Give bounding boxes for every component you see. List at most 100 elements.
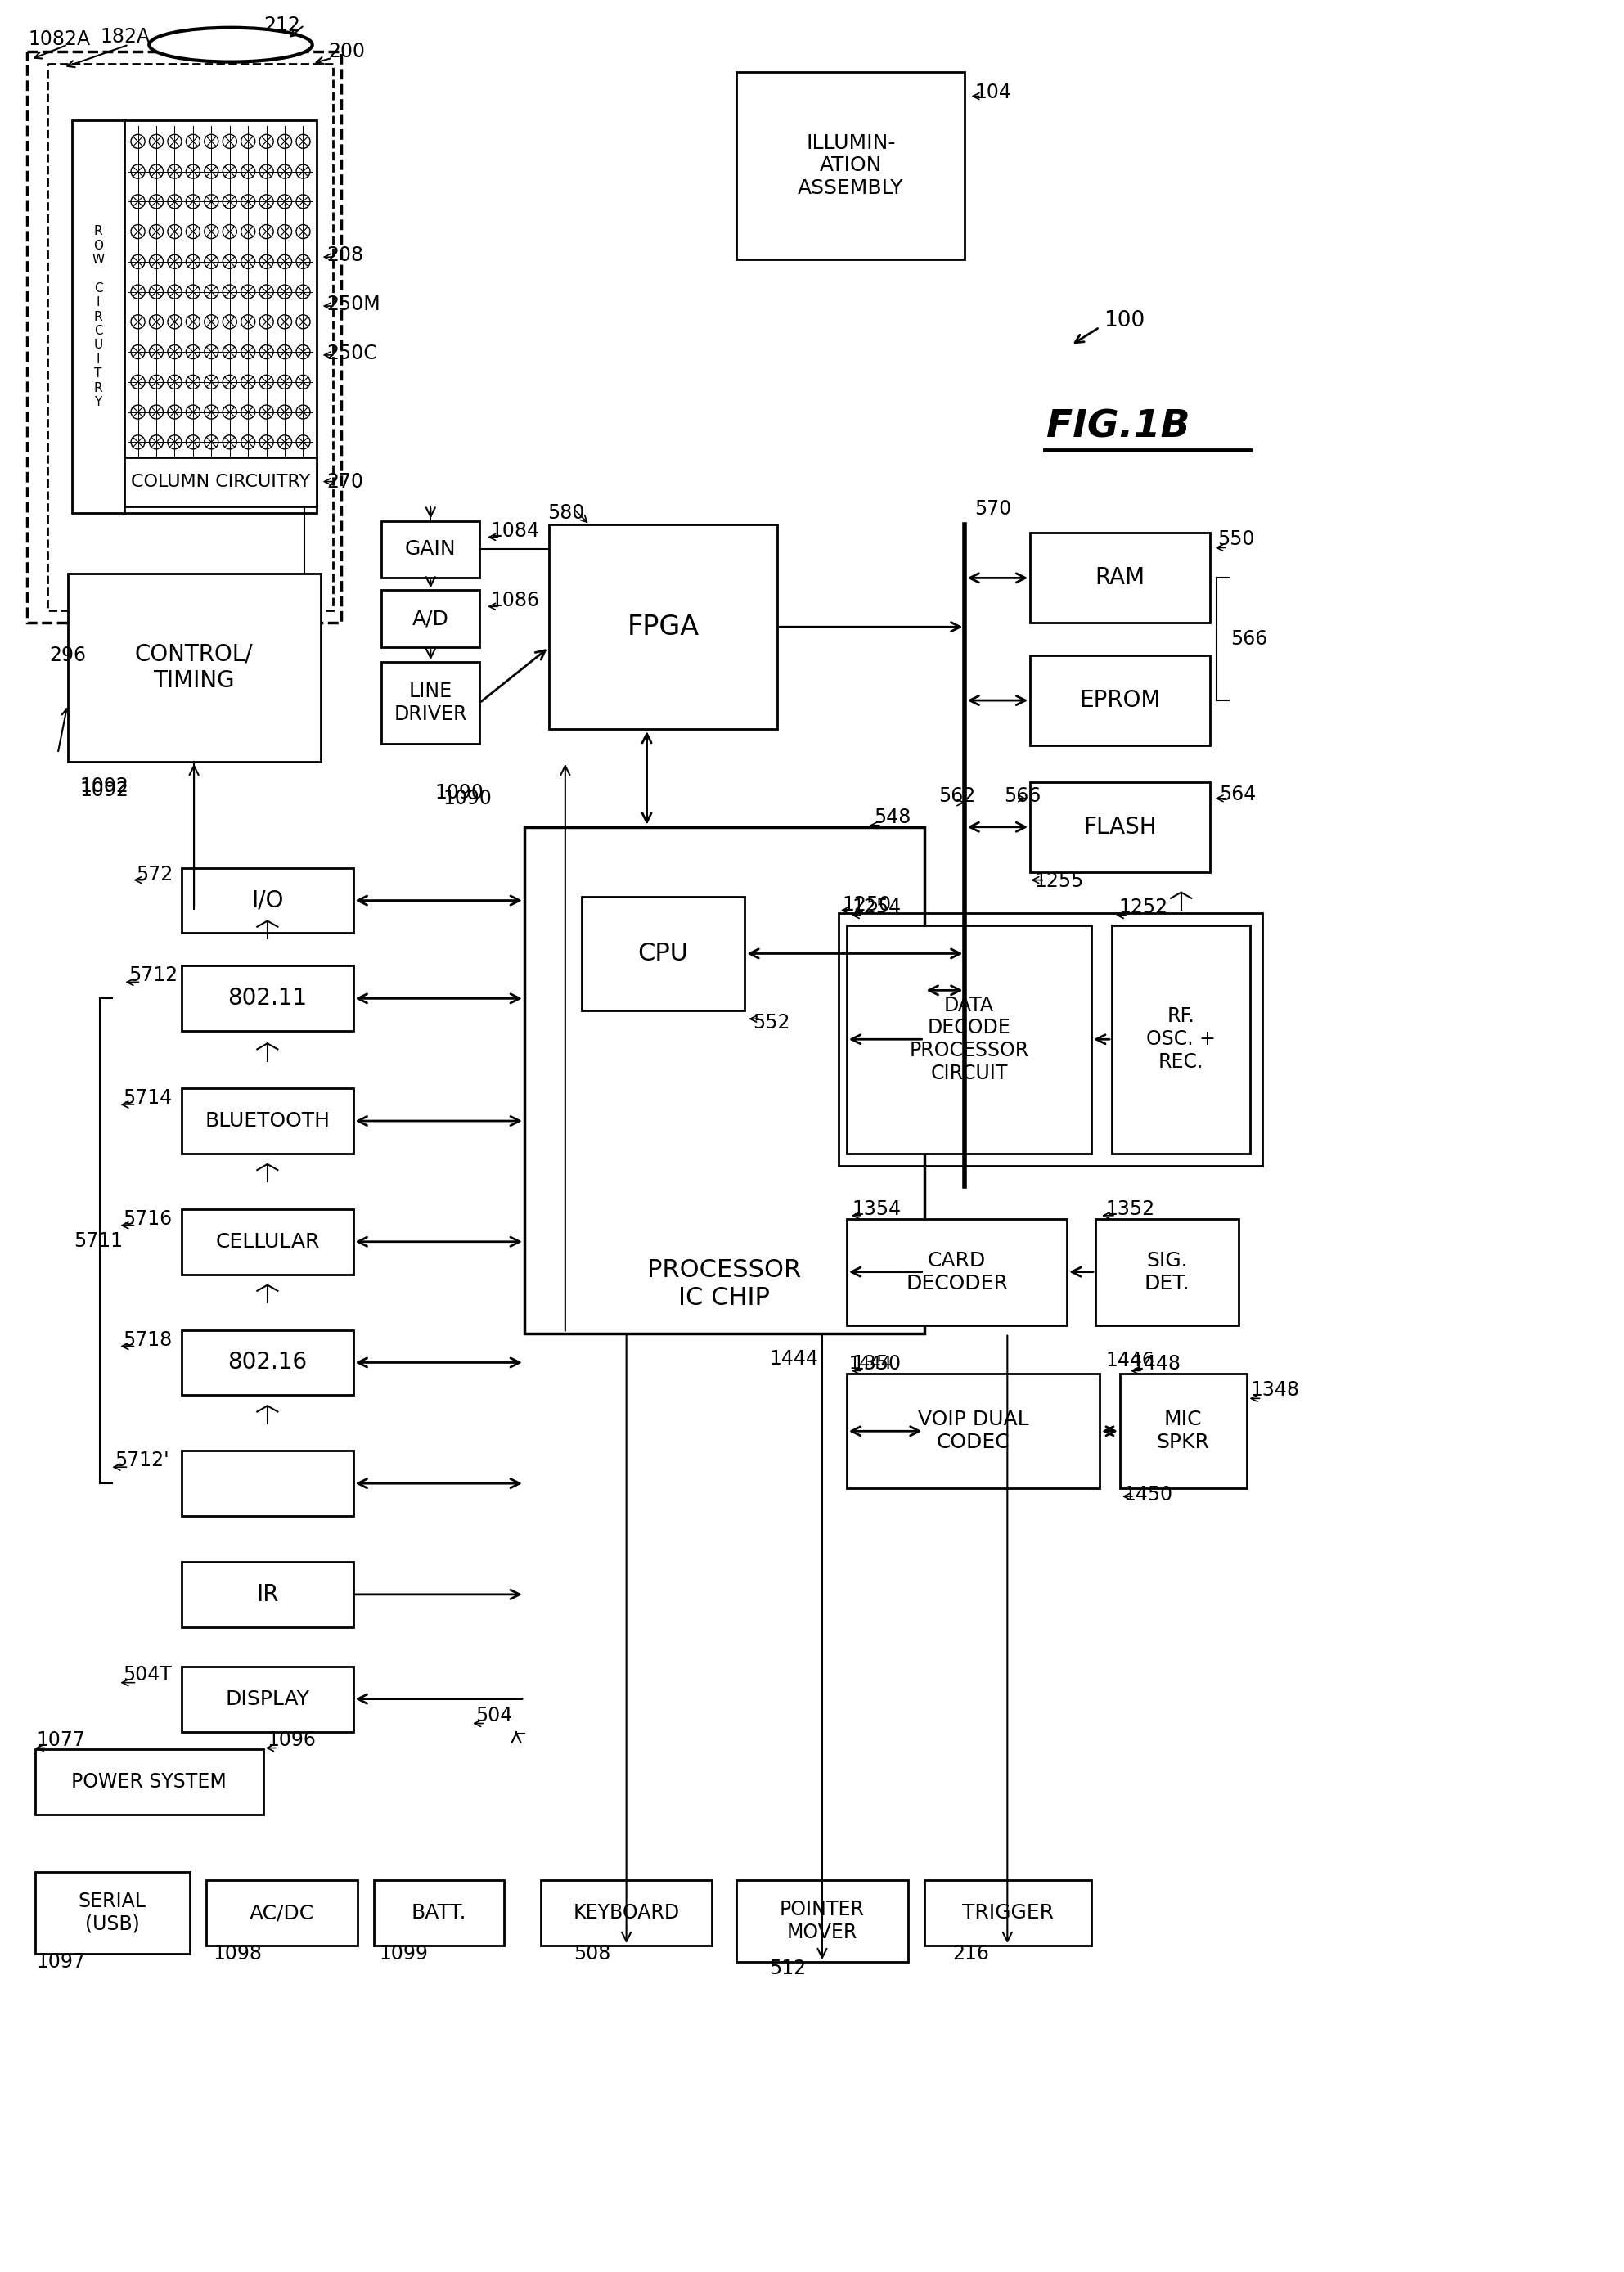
Text: 1082A: 1082A (28, 30, 91, 48)
Text: 1350: 1350 (853, 1354, 901, 1375)
Circle shape (278, 164, 292, 179)
Circle shape (260, 225, 273, 239)
Circle shape (149, 225, 164, 239)
Circle shape (205, 134, 218, 148)
Circle shape (187, 345, 200, 359)
Circle shape (278, 134, 292, 148)
Circle shape (240, 284, 255, 298)
Circle shape (167, 164, 182, 179)
Bar (924, 1881, 1091, 1945)
Text: 1444: 1444 (849, 1356, 893, 1372)
Text: 802.11: 802.11 (227, 986, 307, 1009)
Text: 5714: 5714 (123, 1088, 172, 1109)
Bar (846, 1218, 1067, 1325)
Circle shape (260, 195, 273, 209)
Text: CELLULAR: CELLULAR (216, 1231, 320, 1252)
Text: 212: 212 (263, 16, 300, 34)
Text: 1092: 1092 (80, 777, 128, 795)
Circle shape (260, 345, 273, 359)
Bar (838, 913, 1263, 1166)
Circle shape (187, 225, 200, 239)
Bar (737, 1881, 908, 1963)
Text: 580: 580 (547, 502, 585, 523)
Text: ILLUMIN-
ATION
ASSEMBLY: ILLUMIN- ATION ASSEMBLY (797, 134, 903, 198)
Text: 104: 104 (974, 82, 1012, 102)
Text: 5716: 5716 (123, 1209, 172, 1229)
Text: EPROM: EPROM (1080, 688, 1161, 711)
Circle shape (205, 195, 218, 209)
Text: 550: 550 (1218, 529, 1255, 550)
Circle shape (260, 254, 273, 268)
Circle shape (187, 375, 200, 389)
Text: 1348: 1348 (1250, 1381, 1299, 1400)
Text: 566: 566 (1004, 786, 1041, 807)
Circle shape (187, 434, 200, 450)
Text: 562: 562 (939, 786, 976, 807)
Bar (182, 1561, 352, 1627)
Text: DATA
DECODE
PROCESSOR
CIRCUIT: DATA DECODE PROCESSOR CIRCUIT (909, 995, 1030, 1084)
Text: R
O
W
 
C
I
R
C
U
I
T
R
Y: R O W C I R C U I T R Y (93, 225, 104, 409)
Circle shape (167, 345, 182, 359)
Text: 1090: 1090 (435, 784, 484, 802)
Circle shape (278, 404, 292, 418)
Text: FLASH: FLASH (1083, 816, 1156, 838)
Circle shape (222, 225, 237, 239)
Text: KEYBOARD: KEYBOARD (573, 1904, 679, 1922)
Circle shape (167, 375, 182, 389)
Text: 570: 570 (974, 498, 1012, 518)
Bar (382, 520, 479, 577)
Circle shape (205, 345, 218, 359)
Text: 552: 552 (754, 1013, 791, 1034)
Text: BATT.: BATT. (411, 1904, 466, 1922)
Circle shape (278, 316, 292, 329)
Circle shape (260, 134, 273, 148)
Text: 564: 564 (1220, 784, 1257, 804)
Circle shape (240, 164, 255, 179)
Text: 5712': 5712' (115, 1452, 169, 1470)
Circle shape (222, 164, 237, 179)
Text: 1099: 1099 (378, 1945, 429, 1963)
Text: CARD
DECODER: CARD DECODER (906, 1252, 1009, 1293)
Circle shape (149, 195, 164, 209)
Bar (541, 1881, 711, 1945)
Circle shape (187, 254, 200, 268)
Circle shape (167, 434, 182, 450)
Bar (737, 73, 965, 259)
Bar (182, 1088, 352, 1154)
Circle shape (132, 375, 145, 389)
Circle shape (222, 375, 237, 389)
Circle shape (222, 195, 237, 209)
Bar (182, 1452, 352, 1515)
Circle shape (222, 434, 237, 450)
Circle shape (149, 284, 164, 298)
Text: SERIAL
(USB): SERIAL (USB) (78, 1893, 146, 1933)
Bar (182, 966, 352, 1031)
Bar (581, 897, 745, 1011)
Circle shape (205, 375, 218, 389)
Bar (125, 120, 317, 513)
Text: 572: 572 (136, 863, 174, 884)
Bar (1030, 534, 1210, 623)
Circle shape (260, 164, 273, 179)
Text: IR: IR (257, 1584, 279, 1606)
Circle shape (187, 195, 200, 209)
Text: 504T: 504T (123, 1665, 172, 1684)
Text: 1090: 1090 (443, 788, 492, 809)
Circle shape (222, 316, 237, 329)
Text: 1252: 1252 (1119, 897, 1168, 918)
Bar (1121, 1375, 1247, 1488)
Bar (125, 457, 317, 507)
Text: 1448: 1448 (1132, 1354, 1181, 1375)
Text: LINE
DRIVER: LINE DRIVER (395, 682, 468, 725)
Bar (382, 591, 479, 648)
Circle shape (205, 254, 218, 268)
Text: 182A: 182A (101, 27, 149, 45)
Circle shape (167, 225, 182, 239)
Circle shape (132, 345, 145, 359)
Circle shape (205, 434, 218, 450)
Text: FIG.1B: FIG.1B (1046, 409, 1190, 445)
Circle shape (132, 404, 145, 418)
Circle shape (149, 434, 164, 450)
Text: TRIGGER: TRIGGER (961, 1904, 1054, 1922)
Bar (206, 1881, 357, 1945)
